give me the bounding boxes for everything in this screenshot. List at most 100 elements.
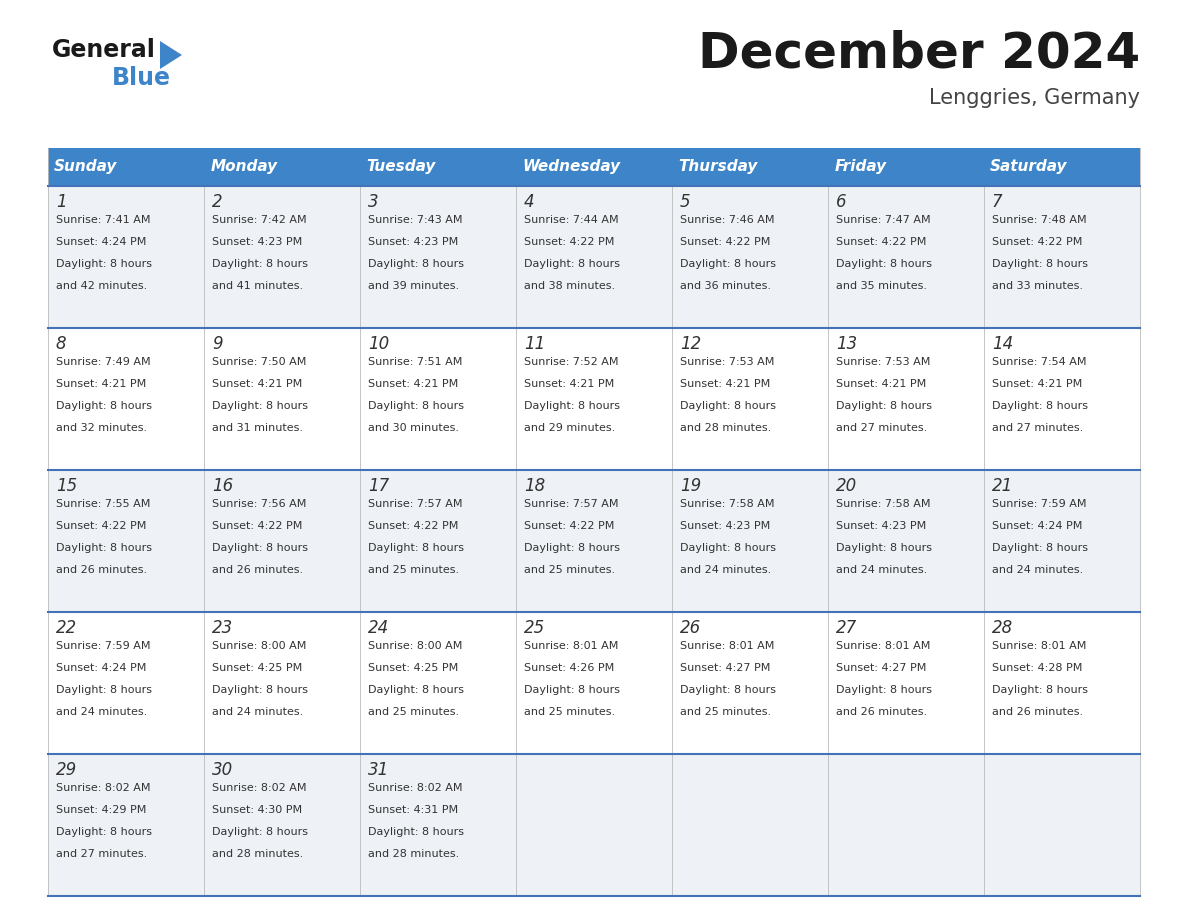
Text: Lenggries, Germany: Lenggries, Germany <box>929 88 1140 108</box>
Text: Sunrise: 7:52 AM: Sunrise: 7:52 AM <box>524 357 618 367</box>
Text: Sunrise: 7:50 AM: Sunrise: 7:50 AM <box>211 357 307 367</box>
Text: Daylight: 8 hours: Daylight: 8 hours <box>368 543 463 553</box>
Text: 20: 20 <box>836 477 857 495</box>
Text: Daylight: 8 hours: Daylight: 8 hours <box>56 259 152 269</box>
Text: Sunset: 4:22 PM: Sunset: 4:22 PM <box>836 237 927 247</box>
Text: Sunset: 4:23 PM: Sunset: 4:23 PM <box>368 237 459 247</box>
Text: Sunrise: 7:47 AM: Sunrise: 7:47 AM <box>836 215 930 225</box>
Text: and 25 minutes.: and 25 minutes. <box>368 707 459 717</box>
Text: and 29 minutes.: and 29 minutes. <box>524 423 615 433</box>
Text: and 25 minutes.: and 25 minutes. <box>368 565 459 575</box>
Text: Daylight: 8 hours: Daylight: 8 hours <box>211 685 308 695</box>
Text: Sunrise: 7:59 AM: Sunrise: 7:59 AM <box>56 641 151 651</box>
Text: Sunset: 4:22 PM: Sunset: 4:22 PM <box>524 521 614 531</box>
Text: 29: 29 <box>56 761 77 779</box>
Text: Sunrise: 7:57 AM: Sunrise: 7:57 AM <box>524 499 618 509</box>
Text: and 28 minutes.: and 28 minutes. <box>368 849 459 859</box>
Text: 1: 1 <box>56 193 67 211</box>
Text: Sunset: 4:21 PM: Sunset: 4:21 PM <box>992 379 1082 389</box>
Polygon shape <box>160 41 182 69</box>
Text: 7: 7 <box>992 193 1003 211</box>
Text: Sunset: 4:21 PM: Sunset: 4:21 PM <box>211 379 302 389</box>
Text: Sunset: 4:30 PM: Sunset: 4:30 PM <box>211 805 302 815</box>
Text: Thursday: Thursday <box>678 160 758 174</box>
Text: 4: 4 <box>524 193 535 211</box>
Text: 23: 23 <box>211 619 233 637</box>
Text: Sunset: 4:22 PM: Sunset: 4:22 PM <box>211 521 302 531</box>
Text: December 2024: December 2024 <box>697 30 1140 78</box>
Text: Sunset: 4:27 PM: Sunset: 4:27 PM <box>836 663 927 673</box>
Text: General: General <box>52 38 156 62</box>
Text: 11: 11 <box>524 335 545 353</box>
Text: Sunrise: 7:58 AM: Sunrise: 7:58 AM <box>680 499 775 509</box>
Text: Sunrise: 7:49 AM: Sunrise: 7:49 AM <box>56 357 151 367</box>
Text: Sunrise: 7:48 AM: Sunrise: 7:48 AM <box>992 215 1086 225</box>
Text: Sunrise: 7:41 AM: Sunrise: 7:41 AM <box>56 215 151 225</box>
Text: Sunset: 4:21 PM: Sunset: 4:21 PM <box>56 379 146 389</box>
Text: Sunrise: 7:59 AM: Sunrise: 7:59 AM <box>992 499 1086 509</box>
Text: 17: 17 <box>368 477 388 495</box>
Text: Sunrise: 7:55 AM: Sunrise: 7:55 AM <box>56 499 150 509</box>
Text: Sunrise: 8:01 AM: Sunrise: 8:01 AM <box>524 641 618 651</box>
Text: Sunset: 4:31 PM: Sunset: 4:31 PM <box>368 805 457 815</box>
Text: Daylight: 8 hours: Daylight: 8 hours <box>680 685 776 695</box>
Text: and 36 minutes.: and 36 minutes. <box>680 281 771 291</box>
Text: Daylight: 8 hours: Daylight: 8 hours <box>836 259 931 269</box>
Text: 2: 2 <box>211 193 222 211</box>
Text: and 24 minutes.: and 24 minutes. <box>836 565 927 575</box>
Bar <box>48 612 1140 754</box>
Text: and 39 minutes.: and 39 minutes. <box>368 281 459 291</box>
Text: Sunset: 4:27 PM: Sunset: 4:27 PM <box>680 663 770 673</box>
Text: Daylight: 8 hours: Daylight: 8 hours <box>992 401 1088 411</box>
Text: and 24 minutes.: and 24 minutes. <box>680 565 771 575</box>
Bar <box>48 186 1140 328</box>
Text: 30: 30 <box>211 761 233 779</box>
Text: 12: 12 <box>680 335 701 353</box>
Text: Sunrise: 7:57 AM: Sunrise: 7:57 AM <box>368 499 462 509</box>
Text: Sunset: 4:21 PM: Sunset: 4:21 PM <box>524 379 614 389</box>
Bar <box>48 470 1140 612</box>
Text: Sunrise: 7:42 AM: Sunrise: 7:42 AM <box>211 215 307 225</box>
Text: Sunset: 4:22 PM: Sunset: 4:22 PM <box>368 521 459 531</box>
Text: Daylight: 8 hours: Daylight: 8 hours <box>211 827 308 837</box>
Text: 19: 19 <box>680 477 701 495</box>
Text: Daylight: 8 hours: Daylight: 8 hours <box>992 259 1088 269</box>
Text: Daylight: 8 hours: Daylight: 8 hours <box>56 827 152 837</box>
Text: Daylight: 8 hours: Daylight: 8 hours <box>836 685 931 695</box>
Text: Sunrise: 7:58 AM: Sunrise: 7:58 AM <box>836 499 930 509</box>
Text: Sunset: 4:23 PM: Sunset: 4:23 PM <box>836 521 927 531</box>
Text: and 27 minutes.: and 27 minutes. <box>992 423 1083 433</box>
Text: and 25 minutes.: and 25 minutes. <box>680 707 771 717</box>
Text: Sunrise: 7:46 AM: Sunrise: 7:46 AM <box>680 215 775 225</box>
Text: and 24 minutes.: and 24 minutes. <box>992 565 1083 575</box>
Text: Sunset: 4:22 PM: Sunset: 4:22 PM <box>680 237 770 247</box>
Text: Daylight: 8 hours: Daylight: 8 hours <box>56 543 152 553</box>
Text: Sunrise: 8:01 AM: Sunrise: 8:01 AM <box>992 641 1086 651</box>
Text: 31: 31 <box>368 761 388 779</box>
Text: Sunset: 4:24 PM: Sunset: 4:24 PM <box>56 237 146 247</box>
Text: Daylight: 8 hours: Daylight: 8 hours <box>56 685 152 695</box>
Text: Daylight: 8 hours: Daylight: 8 hours <box>56 401 152 411</box>
Text: Sunrise: 7:44 AM: Sunrise: 7:44 AM <box>524 215 619 225</box>
Text: Daylight: 8 hours: Daylight: 8 hours <box>680 401 776 411</box>
Text: and 31 minutes.: and 31 minutes. <box>211 423 303 433</box>
Text: 25: 25 <box>524 619 545 637</box>
Text: Daylight: 8 hours: Daylight: 8 hours <box>836 401 931 411</box>
Text: and 25 minutes.: and 25 minutes. <box>524 707 615 717</box>
Text: Daylight: 8 hours: Daylight: 8 hours <box>680 543 776 553</box>
Text: Sunrise: 7:54 AM: Sunrise: 7:54 AM <box>992 357 1086 367</box>
Text: Daylight: 8 hours: Daylight: 8 hours <box>211 401 308 411</box>
Text: 28: 28 <box>992 619 1013 637</box>
Text: Tuesday: Tuesday <box>366 160 436 174</box>
Text: 24: 24 <box>368 619 388 637</box>
Text: Sunset: 4:21 PM: Sunset: 4:21 PM <box>680 379 770 389</box>
Text: Sunrise: 7:51 AM: Sunrise: 7:51 AM <box>368 357 462 367</box>
Text: and 27 minutes.: and 27 minutes. <box>56 849 147 859</box>
Text: Sunrise: 7:43 AM: Sunrise: 7:43 AM <box>368 215 462 225</box>
Text: and 38 minutes.: and 38 minutes. <box>524 281 615 291</box>
Text: and 32 minutes.: and 32 minutes. <box>56 423 147 433</box>
Text: Sunday: Sunday <box>55 160 118 174</box>
Text: 10: 10 <box>368 335 388 353</box>
Text: and 27 minutes.: and 27 minutes. <box>836 423 927 433</box>
Text: Sunrise: 8:01 AM: Sunrise: 8:01 AM <box>836 641 930 651</box>
